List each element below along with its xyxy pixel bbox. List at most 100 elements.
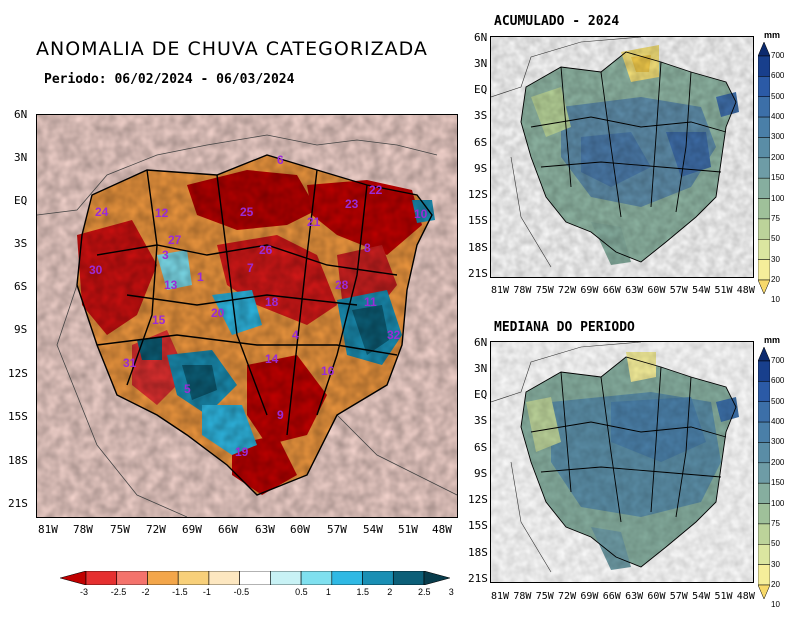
basin-number: 30 — [89, 263, 103, 277]
lon-tick: 66W — [218, 523, 238, 536]
basin-number: 3 — [162, 248, 169, 262]
lon-tick: 78W — [513, 285, 532, 296]
colorbar-segment — [362, 571, 394, 585]
basin-number: 28 — [335, 278, 349, 292]
scale-segment — [758, 564, 770, 586]
scale-label: 20 — [771, 275, 780, 284]
scale-label: 500 — [771, 91, 785, 101]
basin-number: 21 — [307, 215, 321, 229]
scale-label: 500 — [771, 396, 785, 406]
lon-tick: 60W — [647, 591, 666, 602]
scale-segment — [758, 137, 770, 159]
scale-label: 20 — [771, 580, 780, 589]
acumulado-lon-axis: 81W 78W 75W 72W 69W 66W 63W 60W 57W 54W … — [491, 285, 755, 296]
scale-label: 10 — [771, 600, 780, 610]
scale-label: 30 — [771, 559, 780, 569]
mediana-map — [490, 341, 754, 583]
lat-tick: 6S — [474, 136, 488, 149]
basin-number: 9 — [277, 408, 284, 422]
lon-tick: 54W — [363, 523, 383, 536]
lat-tick: 9S — [14, 323, 28, 336]
lon-tick: 66W — [602, 591, 621, 602]
colorbar-label: 3 — [448, 587, 454, 597]
lat-tick: 6N — [14, 108, 28, 121]
colorbar-segment — [392, 571, 425, 585]
colorbar-segment — [331, 571, 363, 585]
acumulado-map — [490, 36, 754, 278]
scale-segment — [758, 442, 770, 464]
lon-tick: 63W — [625, 591, 644, 602]
scale-label: 150 — [771, 173, 785, 183]
scale-label: 100 — [771, 498, 785, 508]
lat-tick: 15S — [468, 519, 488, 532]
basin-number: 12 — [155, 206, 169, 220]
scale-label: 700 — [771, 51, 785, 60]
lon-tick: 66W — [602, 285, 621, 296]
lon-tick: 78W — [73, 523, 93, 536]
scale-label: 30 — [771, 254, 780, 264]
colorbar-label: -3 — [80, 587, 89, 597]
lon-tick: 60W — [647, 285, 666, 296]
scale-label: 300 — [771, 132, 785, 142]
lat-tick: EQ — [474, 83, 488, 96]
lon-tick: 78W — [513, 591, 532, 602]
scale-unit: mm — [764, 335, 781, 345]
lat-tick: 3S — [14, 237, 28, 250]
colorbar-label: -1 — [202, 587, 211, 597]
lat-tick: 3S — [474, 414, 488, 427]
scale-bar — [758, 42, 770, 294]
colorbar-segment — [239, 571, 271, 585]
scale-bar — [758, 347, 770, 599]
basin-number: 1 — [197, 270, 204, 284]
scale-label: 50 — [771, 539, 780, 549]
scale-segment — [758, 177, 770, 199]
scale-segment — [758, 401, 770, 423]
scale-segment — [758, 76, 770, 97]
scale-label: 50 — [771, 234, 780, 244]
basin-number: 8 — [364, 241, 371, 255]
lon-tick: 69W — [580, 591, 599, 602]
lat-tick: 9S — [474, 162, 488, 175]
lat-tick: 9S — [474, 467, 488, 480]
scale-label: 300 — [771, 437, 785, 447]
colorbar-label: -0.5 — [233, 587, 250, 597]
colorbar-label: -2 — [141, 587, 150, 597]
lon-tick: 72W — [558, 285, 577, 296]
scale-label: 600 — [771, 71, 785, 81]
lon-tick: 57W — [327, 523, 347, 536]
lat-tick: 6S — [474, 441, 488, 454]
colorbar-label: 0.5 — [295, 587, 308, 597]
basin-number: 23 — [345, 197, 359, 211]
scale-top-end — [758, 42, 770, 57]
lon-tick: 81W — [38, 523, 58, 536]
lat-tick: 15S — [8, 410, 28, 423]
lat-tick: 21S — [8, 497, 28, 510]
scale-label: 200 — [771, 457, 785, 467]
basin-number: 31 — [123, 356, 137, 370]
colorbar-label: 1 — [325, 587, 331, 597]
lon-tick: 69W — [580, 285, 599, 296]
lon-tick: 48W — [736, 591, 755, 602]
scale-label: 200 — [771, 152, 785, 162]
basin-number: 27 — [168, 233, 182, 247]
scale-label: 100 — [771, 193, 785, 203]
basin-number: 24 — [95, 205, 109, 219]
scale-segment — [758, 96, 770, 118]
scale-segment — [758, 503, 770, 525]
scale-unit: mm — [764, 30, 781, 40]
basin-number: 25 — [240, 205, 254, 219]
lon-tick: 51W — [398, 523, 418, 536]
lon-tick: 54W — [692, 591, 711, 602]
scale-bottom-end — [758, 279, 770, 294]
lat-tick: 18S — [468, 241, 488, 254]
lon-tick: 57W — [669, 285, 688, 296]
scale-segment — [758, 198, 770, 220]
scale-top-end — [758, 347, 770, 362]
scale-segment — [758, 523, 770, 545]
lat-tick: 6N — [474, 31, 488, 44]
period-text: Periodo: 06/02/2024 - 06/03/2024 — [44, 72, 295, 87]
lat-tick: 12S — [8, 367, 28, 380]
scale-label: 150 — [771, 478, 785, 488]
colorbar-label: -1.5 — [172, 587, 188, 597]
scale-label: 400 — [771, 112, 785, 122]
